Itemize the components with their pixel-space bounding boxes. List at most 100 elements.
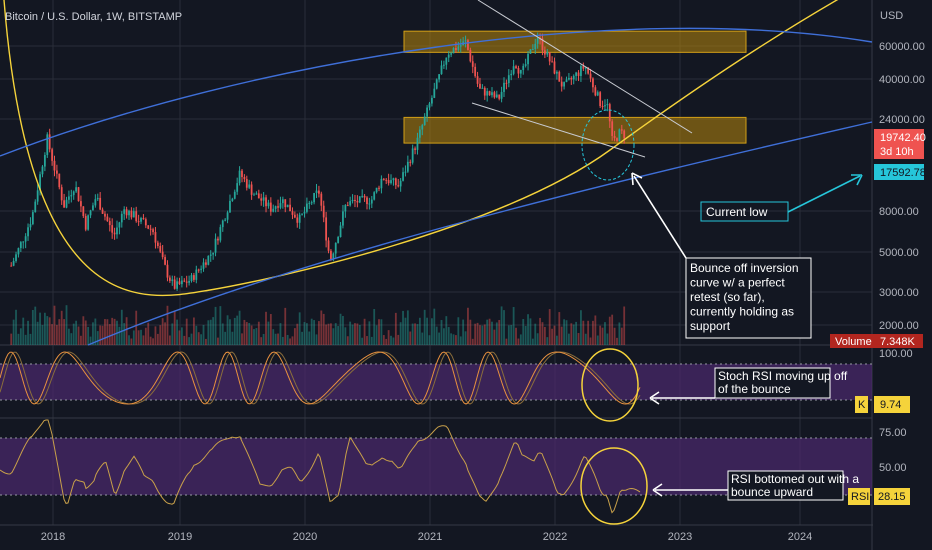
candle-body [272, 208, 275, 212]
candle-body [344, 205, 347, 212]
volume-bar [260, 337, 263, 345]
volume-bar [183, 335, 186, 345]
volume-bars [10, 305, 626, 345]
candle-body [505, 82, 508, 84]
time-tick: 2020 [293, 531, 317, 543]
volume-bar [70, 333, 73, 345]
volume-bar [443, 328, 445, 345]
candle-body [342, 211, 344, 226]
candle-body [17, 248, 20, 255]
candle-body [68, 196, 70, 200]
candle-body [536, 38, 539, 44]
candle-body [541, 38, 544, 51]
stoch-k-line [0, 351, 641, 405]
candle-body [315, 190, 318, 193]
lower-arc [87, 121, 873, 346]
candle-body [512, 66, 515, 74]
candle-body [132, 211, 135, 218]
stoch-d-line [0, 351, 641, 405]
candle-body [563, 82, 566, 87]
volume-bar [173, 311, 176, 345]
candle-body [154, 232, 157, 243]
candle-body [96, 197, 99, 200]
price-tick: 24000.00 [879, 114, 925, 126]
volume-bar [320, 310, 323, 345]
candle-body [217, 238, 219, 241]
volume-bar [27, 320, 29, 345]
volume-bar [178, 330, 181, 345]
candle-body [226, 212, 229, 220]
candle-body [409, 161, 412, 163]
candle-body [515, 66, 517, 69]
volume-bar [212, 317, 215, 345]
volume-bar [529, 318, 532, 345]
candle-body [467, 40, 469, 50]
volume-bar [414, 323, 416, 345]
candle-body [438, 74, 441, 80]
candle-body [349, 201, 352, 206]
candle-body [596, 92, 599, 96]
volume-value: 7.348K [880, 336, 916, 348]
candle-body [125, 209, 128, 216]
volume-bar [29, 333, 32, 345]
volume-bar [339, 313, 342, 345]
candle-body [363, 195, 366, 198]
candle-body [15, 254, 17, 261]
candle-body [214, 238, 217, 253]
candle-body [450, 53, 453, 55]
candle-body [351, 199, 354, 202]
volume-badge [830, 334, 923, 348]
volume-bar [327, 323, 330, 345]
candle-body [553, 61, 556, 74]
volume-bar [459, 336, 462, 345]
candle-body [334, 242, 337, 254]
candle-body [221, 220, 224, 228]
candle-body [491, 92, 493, 96]
volume-bar [281, 336, 284, 345]
candle-body [575, 72, 578, 76]
volume-bar [380, 319, 383, 345]
volume-bar [469, 319, 472, 345]
candle-body [394, 178, 397, 186]
volume-bar [289, 338, 291, 345]
candle-body [618, 129, 621, 141]
volume-bar [332, 328, 335, 345]
candle-body [604, 105, 606, 107]
stoch-note-line: of the bounce [718, 382, 791, 396]
volume-bar [10, 333, 13, 345]
stoch-label-badge [855, 396, 868, 413]
candle-body [24, 236, 27, 242]
volume-bar [467, 307, 469, 345]
candle-body [498, 94, 501, 99]
candle-body [277, 206, 279, 208]
volume-bar [217, 337, 219, 345]
candle-body [423, 116, 426, 126]
volume-bar [560, 326, 563, 345]
volume-bar [539, 317, 541, 345]
countdown: 3d 10h [880, 146, 914, 158]
candle-body [236, 183, 239, 192]
candle-body [560, 81, 563, 87]
volume-bar [253, 329, 255, 345]
candle-body [92, 205, 94, 211]
candle-body [190, 275, 193, 282]
support-zone [403, 116, 747, 144]
volume-bar [358, 324, 361, 345]
candle-body [488, 91, 491, 96]
candle-body [43, 155, 46, 167]
candle-body [599, 92, 602, 107]
candle-body [313, 192, 316, 203]
rsi-value-badge [874, 488, 910, 505]
candle-body [356, 201, 359, 203]
volume-bar [430, 318, 433, 345]
candle-body [180, 280, 183, 285]
volume-bar [342, 315, 344, 345]
volume-bar [43, 312, 46, 345]
candle-body [404, 171, 407, 173]
volume-bar [409, 331, 412, 345]
volume-bar [507, 325, 510, 345]
volume-bar [572, 324, 575, 345]
price-tick: 40000.00 [879, 74, 925, 86]
candle-body [370, 199, 373, 204]
